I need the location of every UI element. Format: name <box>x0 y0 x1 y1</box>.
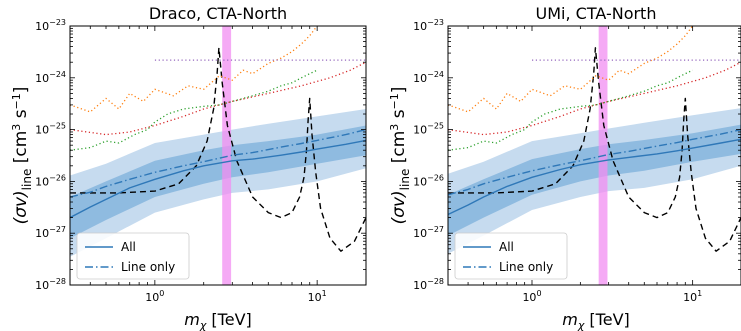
y-tick-label: 10−24 <box>413 70 444 85</box>
x-axis-label: mχ [TeV] <box>184 310 252 331</box>
y-tick-label: 10−25 <box>413 122 444 137</box>
legend-label: All <box>499 240 514 254</box>
y-tick-label: 10−23 <box>35 18 66 33</box>
y-tick-label: 10−24 <box>35 70 66 85</box>
y-tick-label: 10−25 <box>35 122 66 137</box>
curve-dotted-2 <box>70 26 318 113</box>
y-tick-label: 10−26 <box>413 173 444 188</box>
series-line-line-only <box>70 128 366 198</box>
legend-label: Line only <box>121 260 175 274</box>
y-tick-label: 10−28 <box>35 277 66 292</box>
curve-dotted-2 <box>448 26 694 113</box>
x-tick-label: 101 <box>308 289 327 304</box>
plot-frame <box>447 25 741 286</box>
x-tick-label: 100 <box>145 289 164 304</box>
y-tick-label: 10−28 <box>413 277 444 292</box>
legend-label: All <box>121 240 136 254</box>
legend-label: Line only <box>499 260 553 274</box>
series-line-all <box>448 138 741 216</box>
chart-title: UMi, CTA-North <box>536 4 657 23</box>
y-tick-label: 10−27 <box>35 225 66 240</box>
y-tick-label: 10−23 <box>413 18 444 33</box>
y-tick-label: 10−27 <box>413 225 444 240</box>
x-tick-label: 100 <box>522 289 541 304</box>
chart-panel-1: 10−28 10−27 10−26 10−25 10−24 10−23 100 101 Drac… <box>10 4 367 331</box>
x-axis-label: mχ [TeV] <box>562 310 630 331</box>
plot-area <box>448 26 741 285</box>
chart-panel-2: 10−28 10−27 10−26 10−25 10−24 10−23 100 101 UMi,… <box>388 4 741 331</box>
plot-area <box>70 26 366 285</box>
y-axis-label: (σv)line [cm3 s−1] <box>388 87 412 225</box>
curve-dashed-1 <box>448 47 741 252</box>
curve-dotted-3 <box>70 61 366 136</box>
y-axis-label: (σv)line [cm3 s−1] <box>10 87 34 225</box>
series-line-line-only <box>448 128 741 196</box>
curve-dotted-4 <box>70 69 318 151</box>
y-tick-label: 10−26 <box>35 173 66 188</box>
plot-frame <box>69 25 367 286</box>
x-tick-label: 101 <box>683 289 702 304</box>
series-line-all <box>70 139 366 219</box>
vertical-band <box>222 26 232 285</box>
chart-title: Draco, CTA-North <box>149 4 287 23</box>
curve-dotted-4 <box>448 69 693 151</box>
